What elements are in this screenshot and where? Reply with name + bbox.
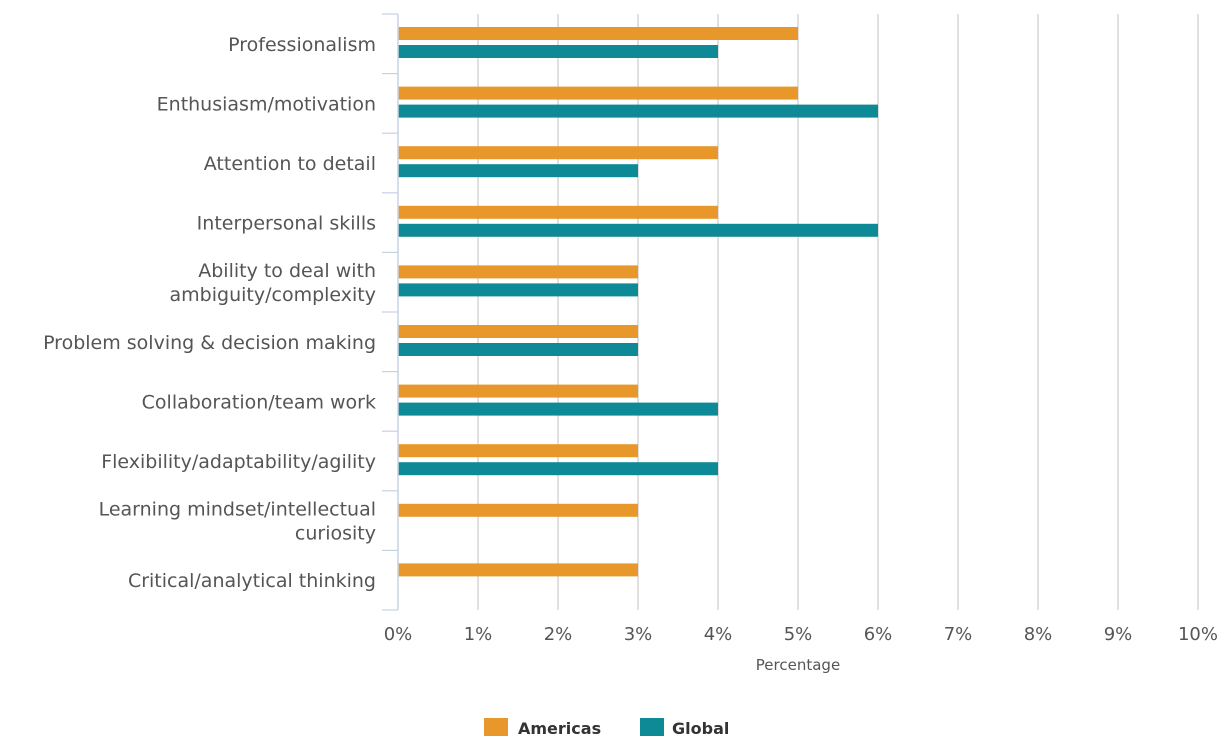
x-tick-label: 6% — [864, 624, 893, 645]
category-label: Critical/analytical thinking — [128, 570, 376, 592]
gridlines — [477, 14, 1199, 610]
bar-americas — [398, 265, 638, 279]
value-axis-ticks: 0% 1% 2% 3% 4% 5% 6% 7% 8% 9% 10% — [384, 624, 1218, 645]
bar-americas — [398, 27, 798, 40]
category-label: Professionalism — [228, 34, 376, 56]
category-axis: Professionalism Enthusiasm/motivation Atte… — [43, 13, 399, 611]
x-axis-title: Percentage — [756, 656, 840, 674]
legend-swatch-global — [640, 718, 664, 736]
bar-americas — [398, 563, 638, 577]
category-label: Flexibility/adaptability/agility — [101, 451, 376, 473]
x-tick-label: 3% — [624, 624, 653, 645]
bar-global — [398, 402, 718, 416]
bar-americas — [398, 146, 718, 160]
category-label: Collaboration/team work — [142, 391, 376, 413]
x-tick-label: 10% — [1178, 624, 1218, 645]
x-tick-label: 5% — [784, 624, 813, 645]
category-label: Learning mindset/intellectual curiosity — [99, 499, 376, 545]
category-label: Ability to deal with ambiguity/complexity — [170, 260, 376, 306]
x-tick-label: 1% — [464, 624, 493, 645]
bar-global — [398, 45, 718, 58]
x-tick-label: 7% — [944, 624, 973, 645]
legend: Americas Global — [484, 718, 729, 738]
category-label: Attention to detail — [204, 153, 376, 175]
legend-swatch-americas — [484, 718, 508, 736]
bar-americas — [398, 86, 798, 100]
category-label: Problem solving & decision making — [43, 332, 376, 354]
x-tick-label: 4% — [704, 624, 733, 645]
bar-americas — [398, 444, 638, 458]
bar-americas — [398, 503, 638, 517]
bar-global — [398, 462, 718, 476]
category-label: Enthusiasm/motivation — [157, 93, 376, 115]
bar-global — [398, 343, 638, 356]
category-label: Interpersonal skills — [197, 213, 376, 235]
bar-global — [398, 223, 878, 237]
legend-label-americas: Americas — [518, 719, 601, 738]
bar-americas — [398, 205, 718, 219]
bar-americas — [398, 384, 638, 398]
x-tick-label: 9% — [1104, 624, 1133, 645]
bar-global — [398, 283, 638, 297]
x-tick-label: 2% — [544, 624, 573, 645]
bar-global — [398, 164, 638, 178]
x-tick-label: 0% — [384, 624, 413, 645]
bar-americas — [398, 325, 638, 338]
bars — [398, 27, 878, 577]
bar-global — [398, 104, 878, 118]
x-tick-label: 8% — [1024, 624, 1053, 645]
legend-label-global: Global — [672, 719, 729, 738]
